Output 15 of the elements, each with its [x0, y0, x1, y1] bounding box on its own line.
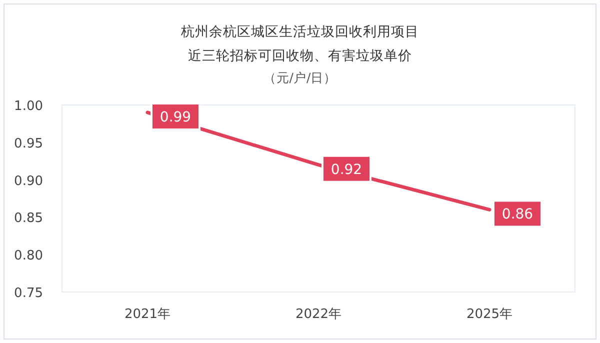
x-tick-label: 2022年 — [295, 307, 342, 322]
y-tick-label: 0.85 — [14, 211, 43, 226]
text: （元/户/日） — [263, 70, 337, 85]
data-label: 0.92 — [330, 162, 362, 178]
data-label: 0.86 — [502, 206, 534, 223]
chart-subtitle: 近三轮招标可回收物、有害垃圾单价 — [188, 48, 412, 64]
y-tick-label: 0.75 — [14, 286, 43, 301]
y-tick-label: 1.00 — [14, 99, 43, 114]
x-tick-label: 2021年 — [124, 307, 171, 322]
chart-title: 杭州余杭区城区生活垃圾回收利用项目 — [180, 24, 419, 40]
y-tick-label: 0.80 — [14, 248, 43, 264]
data-label: 0.99 — [160, 109, 192, 126]
y-tick-label: 0.95 — [14, 136, 43, 152]
y-tick-label: 0.90 — [14, 174, 43, 189]
x-tick-label: 2025年 — [466, 307, 513, 322]
